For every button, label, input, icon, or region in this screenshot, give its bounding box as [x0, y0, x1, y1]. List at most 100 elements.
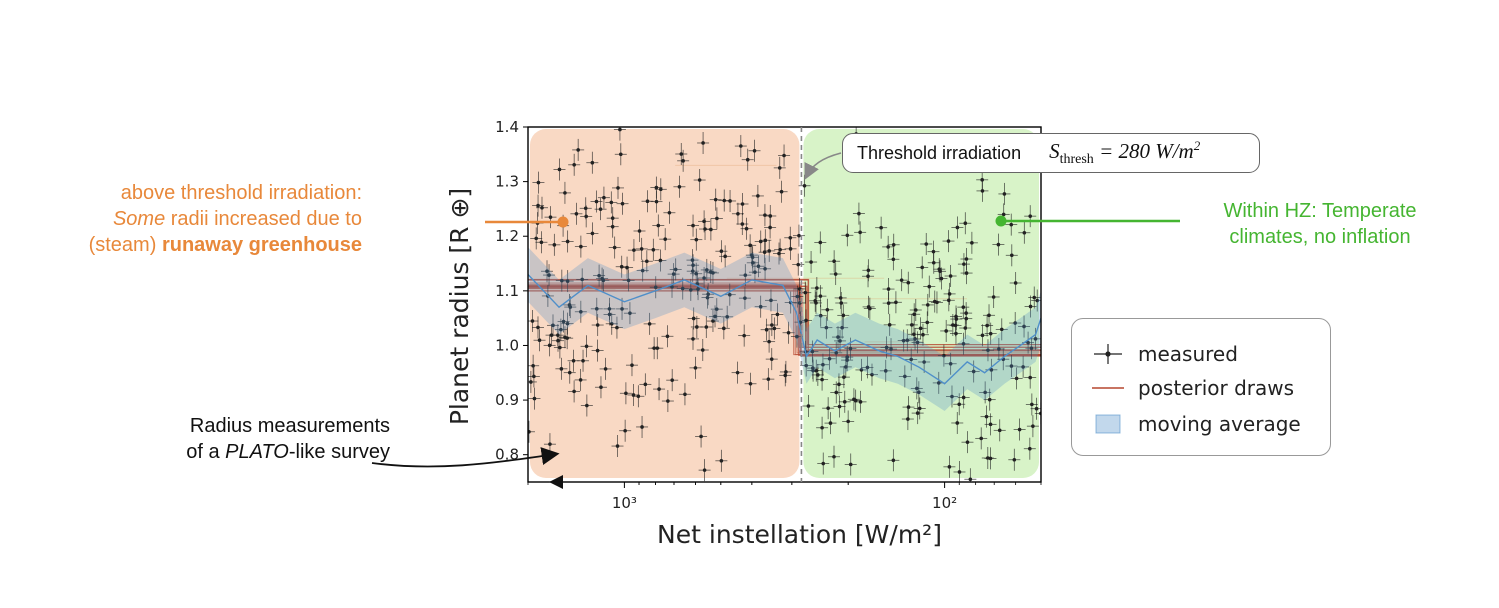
data-point — [608, 236, 621, 259]
annotation-connectors — [371, 152, 1180, 489]
data-point — [746, 246, 759, 269]
within-hz-annotation: Within HZ: Temperate climates, no inflat… — [1180, 198, 1460, 250]
data-point — [838, 390, 851, 413]
data-point — [778, 144, 791, 167]
data-point — [702, 283, 715, 306]
data-point — [1018, 221, 1031, 244]
data-point — [897, 329, 910, 352]
data-point — [666, 275, 679, 298]
data-point — [654, 249, 667, 272]
data-point — [957, 332, 970, 355]
survey-prefix: of a — [186, 441, 226, 463]
data-point — [580, 335, 593, 358]
data-point — [663, 201, 676, 224]
data-point — [605, 312, 618, 335]
data-point — [627, 239, 640, 262]
data-point — [700, 316, 713, 339]
y-tick-label: 0.9 — [495, 391, 519, 409]
data-point — [911, 331, 924, 354]
data-point — [902, 396, 915, 419]
data-point — [862, 259, 875, 282]
data-point — [580, 394, 593, 417]
data-point — [738, 287, 751, 310]
data-point — [834, 286, 847, 309]
data-point — [659, 228, 672, 251]
data-point — [965, 231, 978, 254]
data-point — [875, 216, 888, 239]
data-point — [754, 230, 767, 253]
data-point — [621, 256, 634, 279]
data-point — [836, 316, 849, 339]
data-point — [927, 240, 940, 263]
data-point — [764, 289, 777, 312]
data-point — [765, 314, 778, 337]
data-point — [710, 207, 723, 230]
data-point — [723, 283, 736, 306]
data-point — [957, 253, 970, 276]
data-point — [775, 180, 788, 203]
data-point — [594, 376, 607, 399]
data-point — [885, 338, 898, 361]
x-axis-label: Net instellation [W/m²] — [657, 520, 942, 549]
data-point — [771, 303, 784, 326]
data-point — [687, 214, 700, 237]
data-point — [1005, 355, 1018, 378]
data-point — [909, 327, 922, 350]
data-point — [1028, 286, 1041, 309]
data-point — [561, 230, 574, 253]
data-point — [763, 330, 776, 353]
data-point — [633, 219, 646, 242]
data-point — [830, 341, 843, 364]
data-point — [1017, 355, 1030, 378]
above-threshold-line1: above threshold irradiation: — [120, 182, 362, 204]
data-point — [882, 278, 895, 301]
data-point — [533, 329, 546, 352]
data-point — [667, 263, 680, 286]
data-point — [1008, 448, 1021, 471]
data-point — [928, 290, 941, 313]
y-tick-label: 1.0 — [495, 336, 519, 354]
data-point — [704, 261, 717, 284]
data-point — [528, 365, 540, 388]
x-tick-label: 10³ — [612, 494, 637, 512]
data-point — [782, 321, 795, 344]
data-point — [921, 293, 934, 316]
legend-label-posterior: posterior draws — [1138, 376, 1295, 400]
data-point — [987, 285, 1000, 308]
legend-item-measured: measured — [1090, 339, 1238, 369]
data-point — [661, 390, 674, 413]
data-point — [912, 381, 925, 404]
data-point — [910, 377, 923, 400]
data-point — [614, 143, 627, 166]
data-point — [697, 131, 710, 154]
data-point — [748, 261, 761, 284]
data-point — [718, 189, 731, 212]
threshold-label: Threshold irradiation — [857, 142, 1022, 163]
data-point — [879, 359, 892, 382]
data-point — [898, 365, 911, 388]
data-point — [1031, 289, 1041, 312]
data-point — [842, 410, 855, 433]
data-point — [863, 297, 876, 320]
data-point — [828, 445, 841, 468]
data-point — [984, 447, 997, 470]
shaded-regions — [530, 129, 1039, 478]
data-point — [739, 264, 752, 287]
data-point — [880, 336, 893, 359]
data-point — [1018, 315, 1031, 338]
data-point — [806, 340, 819, 363]
data-point — [841, 224, 854, 247]
data-point — [744, 234, 757, 257]
data-point — [805, 251, 818, 274]
errorbar-marker-icon — [1094, 344, 1122, 364]
data-point — [748, 139, 761, 162]
data-point — [619, 382, 632, 405]
data-point — [854, 390, 867, 413]
data-point — [535, 196, 548, 219]
data-point — [981, 339, 994, 362]
data-point — [635, 237, 648, 260]
data-point — [698, 459, 711, 482]
plot-frame — [527, 126, 1042, 483]
data-point — [599, 357, 612, 380]
data-point — [908, 303, 921, 326]
